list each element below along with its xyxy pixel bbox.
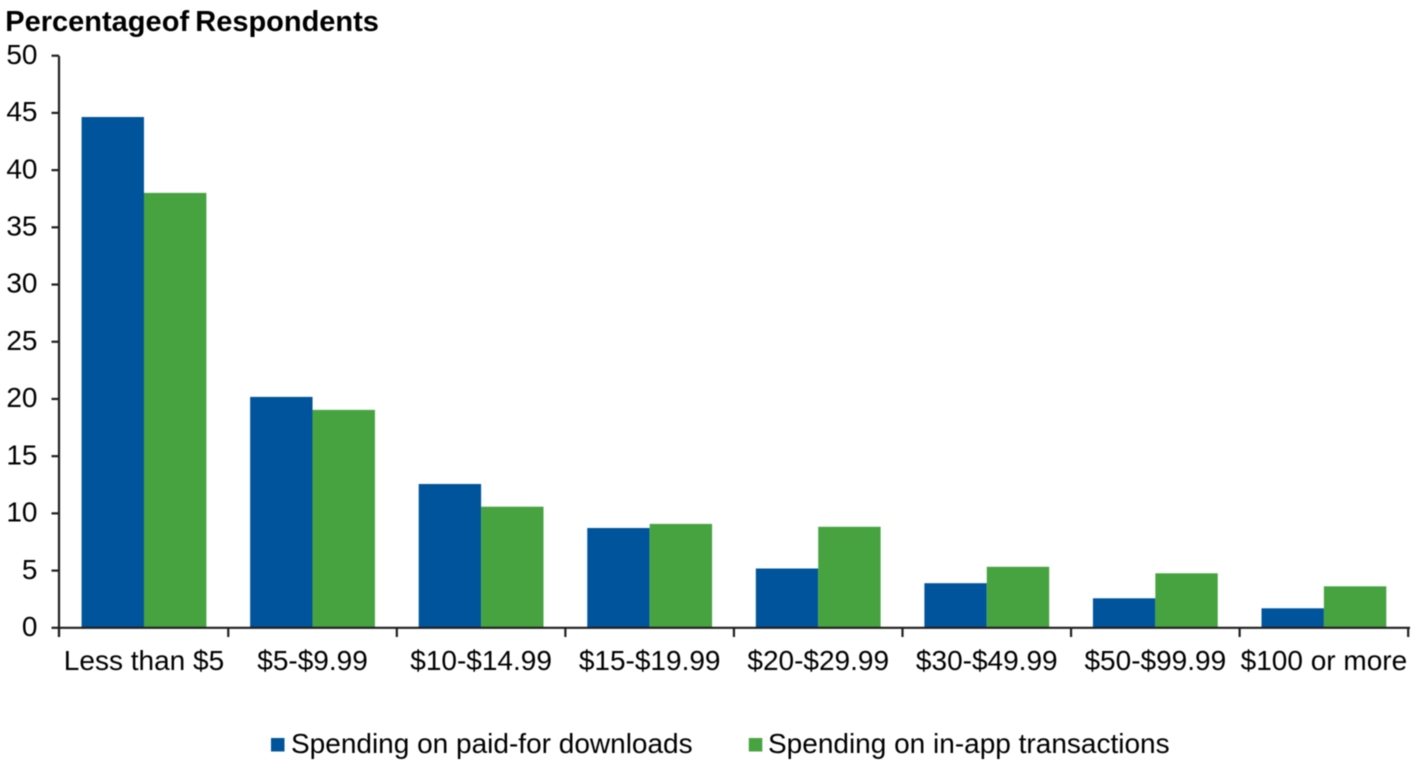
svg-text:35: 35 <box>6 211 37 242</box>
svg-text:45: 45 <box>6 96 37 127</box>
svg-text:50: 50 <box>6 39 37 70</box>
svg-text:25: 25 <box>6 325 37 356</box>
svg-text:40: 40 <box>6 153 37 184</box>
svg-text:0: 0 <box>22 611 38 642</box>
svg-text:Spending on in-app transaction: Spending on in-app transactions <box>768 728 1170 759</box>
svg-text:$5-$9.99: $5-$9.99 <box>257 645 368 676</box>
svg-text:5: 5 <box>22 554 38 585</box>
svg-text:Less than $5: Less than $5 <box>64 645 224 676</box>
svg-text:$15-$19.99: $15-$19.99 <box>579 645 721 676</box>
svg-text:Spending on paid-for downloads: Spending on paid-for downloads <box>291 728 693 759</box>
svg-text:$50-$99.99: $50-$99.99 <box>1084 645 1226 676</box>
svg-text:$10-$14.99: $10-$14.99 <box>410 645 552 676</box>
svg-text:20: 20 <box>6 382 37 413</box>
svg-text:$30-$49.99: $30-$49.99 <box>916 645 1058 676</box>
svg-text:10: 10 <box>6 497 37 528</box>
svg-text:Percentage of Respondents: Percentage of Respondents <box>5 6 379 38</box>
svg-text:15: 15 <box>6 439 37 470</box>
svg-text:$20-$29.99: $20-$29.99 <box>747 645 889 676</box>
svg-text:30: 30 <box>6 268 37 299</box>
svg-text:$100 or more: $100 or more <box>1241 645 1408 676</box>
